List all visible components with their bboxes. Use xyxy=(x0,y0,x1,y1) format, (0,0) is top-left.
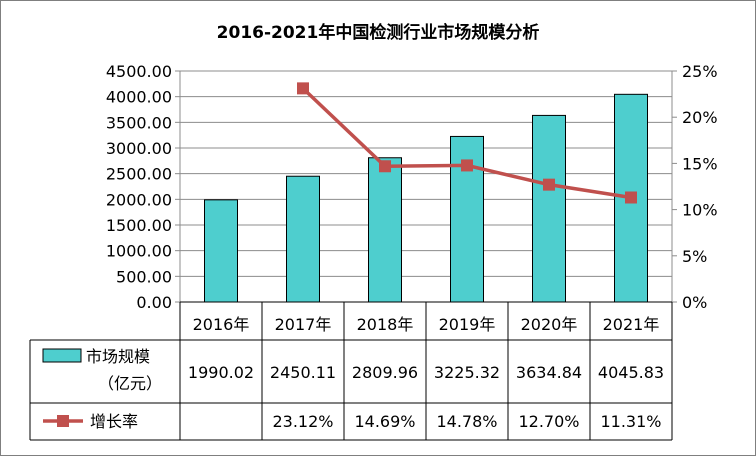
y-tick-right: 10% xyxy=(682,201,718,220)
line-data-label: 14.78% xyxy=(436,412,497,431)
chart-title: 2016-2021年中国检测行业市场规模分析 xyxy=(216,23,540,43)
legend-swatch-bars xyxy=(42,348,82,363)
y-tick-left: 3500.00 xyxy=(106,113,172,132)
legend-label-line: 增长率 xyxy=(90,412,138,431)
y-tick-left: 4500.00 xyxy=(106,62,172,81)
x-tick-label: 2020年 xyxy=(521,315,578,334)
growth-marker xyxy=(297,82,309,95)
y-tick-left: 4000.00 xyxy=(106,88,172,107)
bar-data-label: 1990.02 xyxy=(188,363,254,382)
growth-marker xyxy=(461,159,473,172)
y-tick-right: 25% xyxy=(682,62,718,81)
x-tick-label: 2021年 xyxy=(603,315,660,334)
bar-data-label: 2450.11 xyxy=(270,363,336,382)
bar-1 xyxy=(204,199,238,303)
y-tick-right: 15% xyxy=(682,154,718,173)
bar-data-label: 3225.32 xyxy=(434,363,500,382)
y-tick-left: 0.00 xyxy=(136,293,172,312)
line-data-label: 12.70% xyxy=(518,412,579,431)
growth-marker xyxy=(379,160,391,173)
bar-data-label: 3634.84 xyxy=(516,363,582,382)
line-data-label: 23.12% xyxy=(272,412,333,431)
y-tick-left: 500.00 xyxy=(116,267,172,286)
x-tick-label: 2016年 xyxy=(193,315,250,334)
x-tick-label: 2019年 xyxy=(439,315,496,334)
growth-marker xyxy=(543,178,555,191)
bar-data-label: 2809.96 xyxy=(352,363,418,382)
bar-3 xyxy=(368,157,402,303)
y-tick-right: 5% xyxy=(682,247,707,266)
y-tick-left: 2500.00 xyxy=(106,165,172,184)
growth-marker xyxy=(625,191,637,204)
line-data-label: 11.31% xyxy=(600,412,661,431)
y-tick-left: 1000.00 xyxy=(106,242,172,261)
x-tick-label: 2018年 xyxy=(357,315,414,334)
y-tick-left: 3000.00 xyxy=(106,139,172,158)
x-tick-label: 2017年 xyxy=(275,315,332,334)
legend-label-bars-unit: （亿元） xyxy=(98,374,162,393)
legend-swatch-marker xyxy=(57,415,69,427)
bar-data-label: 4045.83 xyxy=(598,363,664,382)
y-tick-left: 2000.00 xyxy=(106,190,172,209)
bar-2 xyxy=(286,175,320,303)
bar-5 xyxy=(532,114,566,303)
y-tick-left: 1500.00 xyxy=(106,216,172,235)
line-data-label: 14.69% xyxy=(354,412,415,431)
y-tick-right: 0% xyxy=(682,293,707,312)
legend-label-bars: 市场规模 xyxy=(86,347,150,366)
y-tick-right: 20% xyxy=(682,108,718,127)
